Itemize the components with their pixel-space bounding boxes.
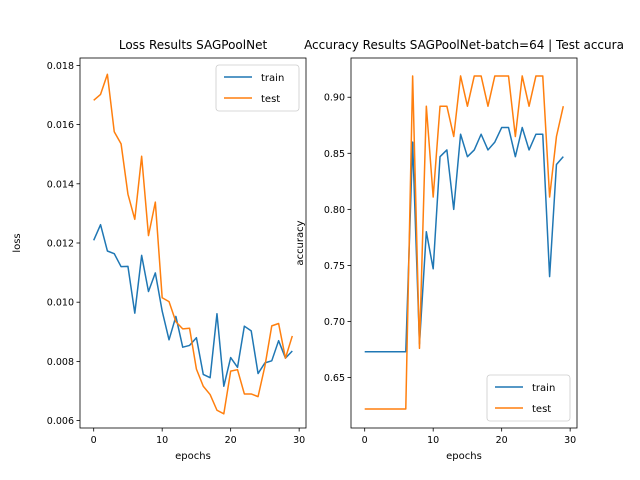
accuracy-axes-ticks: 0 10 20 30 0.65 0.70 0.75 0.80 0.85 0.90 [324, 93, 576, 446]
accuracy-x-tick-label: 0 [362, 435, 368, 446]
loss-legend: train test [215, 64, 300, 112]
loss-legend-label-test: test [261, 94, 280, 105]
loss-x-tick-label: 20 [225, 435, 237, 446]
accuracy-legend-label-test: test [532, 404, 551, 415]
accuracy-legend-label-train: train [532, 383, 555, 394]
loss-y-axis-label: loss [12, 233, 23, 252]
accuracy-axes-lines [364, 75, 565, 410]
accuracy-y-tick-label: 0.70 [324, 317, 345, 328]
loss-axes: 0 10 20 30 0.006 0.008 0.010 0.012 0.014 0.016 0.0… [12, 38, 307, 462]
loss-x-axis-label: epochs [175, 451, 211, 462]
accuracy-y-tick-label: 0.75 [324, 261, 345, 272]
loss-legend-box [215, 64, 300, 112]
loss-y-tick-label: 0.012 [47, 239, 74, 250]
accuracy-y-tick-label: 0.85 [324, 149, 345, 160]
loss-axes-ticks: 0 10 20 30 0.006 0.008 0.010 0.012 0.014 0.016 0.0… [47, 61, 305, 446]
loss-y-tick-label: 0.018 [47, 61, 74, 72]
loss-y-tick-label: 0.016 [47, 120, 74, 131]
accuracy-axes-frame [350, 57, 578, 429]
accuracy-chart-title: Accuracy Results SAGPoolNet-batch=64 | T… [304, 38, 624, 52]
loss-series-test-line [93, 73, 294, 415]
accuracy-y-tick-label: 0.90 [324, 93, 345, 104]
accuracy-y-tick-label: 0.80 [324, 205, 345, 216]
loss-x-tick-label: 0 [91, 435, 97, 446]
accuracy-series-train-line [364, 126, 564, 353]
loss-y-tick-label: 0.010 [47, 298, 74, 309]
loss-axes-lines [93, 73, 294, 415]
accuracy-legend: train test [486, 374, 571, 422]
accuracy-x-tick-label: 20 [496, 435, 508, 446]
accuracy-x-axis-label: epochs [446, 451, 482, 462]
loss-x-tick-label: 10 [156, 435, 168, 446]
loss-axes-frame [79, 57, 307, 429]
accuracy-x-tick-label: 30 [564, 435, 576, 446]
loss-chart-title: Loss Results SAGPoolNet [119, 38, 268, 52]
loss-y-tick-label: 0.006 [47, 416, 74, 427]
loss-y-tick-label: 0.008 [47, 357, 74, 368]
accuracy-x-tick-label: 10 [427, 435, 439, 446]
accuracy-y-tick-label: 0.65 [324, 373, 345, 384]
accuracy-axes: 0 10 20 30 0.65 0.70 0.75 0.80 0.85 0.90 Accuracy… [295, 38, 624, 462]
loss-y-tick-label: 0.014 [47, 179, 74, 190]
loss-series-train-line [93, 223, 293, 388]
loss-x-tick-label: 30 [293, 435, 305, 446]
accuracy-legend-box [486, 374, 571, 422]
loss-legend-label-train: train [261, 73, 284, 84]
accuracy-series-test-line [364, 75, 565, 410]
accuracy-y-axis-label: accuracy [295, 220, 306, 265]
